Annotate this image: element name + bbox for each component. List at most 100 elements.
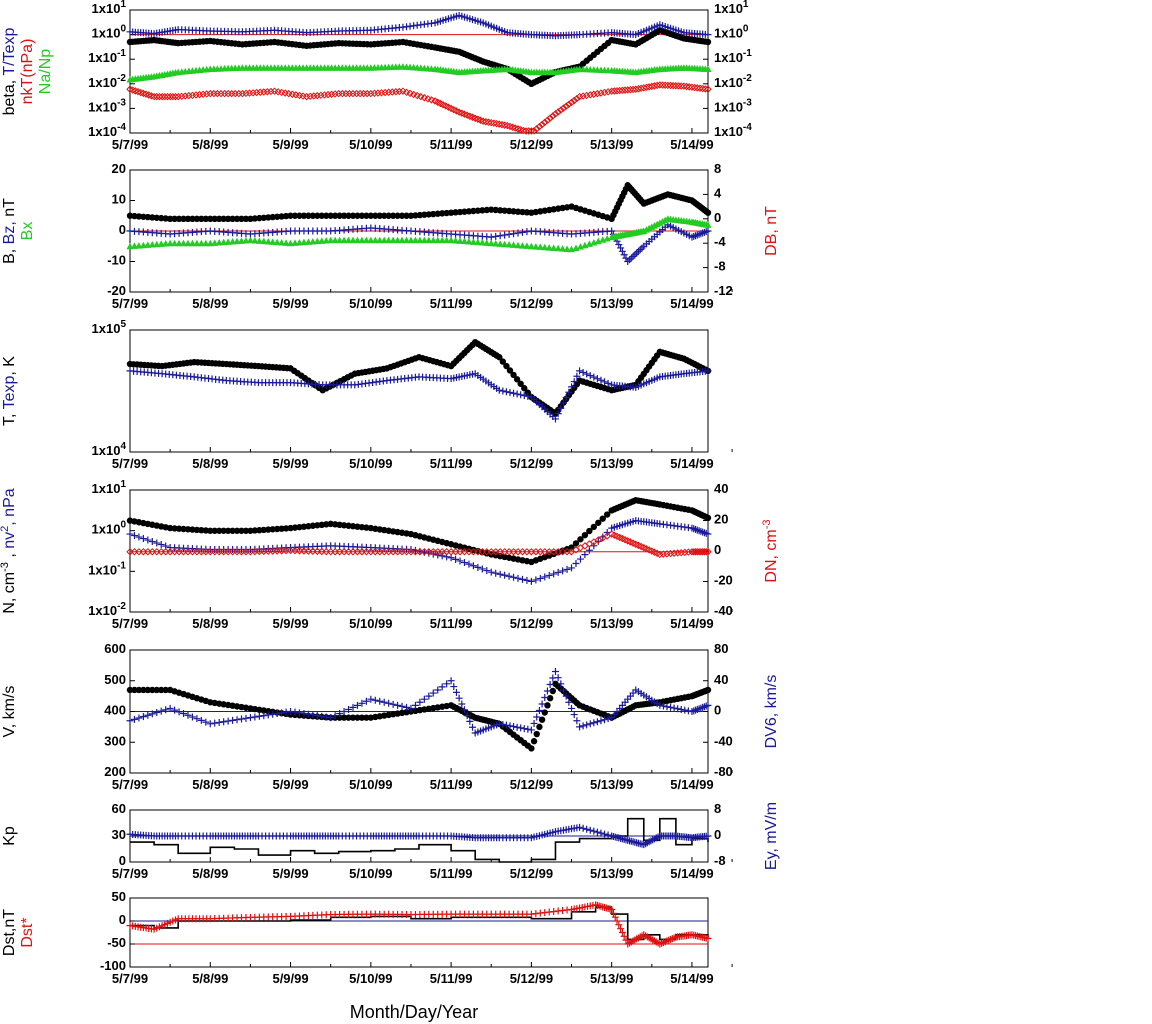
x-axis-title: Month/Day/Year [350,1002,478,1022]
data-point [549,687,556,695]
data-point [220,215,227,222]
data-point [593,828,601,836]
data-point [609,909,617,917]
y-tick-label: -80 [714,764,733,779]
data-point [510,389,518,397]
data-point [385,236,393,244]
data-point [597,829,605,837]
x-tick-label: 5/8/99 [192,456,228,471]
data-point [484,118,493,126]
data-point [215,527,223,534]
data-point [523,242,531,249]
data-point [557,106,565,114]
data-point [474,238,482,246]
y-tick-label: -40 [714,734,733,749]
data-point [557,680,565,688]
data-point [568,564,576,572]
y-axis-label-left: T, Texp, K [1,356,18,426]
data-point [269,238,277,245]
data-point [583,721,591,729]
data-point [211,527,218,534]
y-axis-label-left: V, km/s [1,686,18,738]
data-point [416,236,424,244]
y-tick-label: 60 [112,801,126,816]
data-point [195,90,204,99]
data-point [452,688,460,696]
data-point [425,236,433,244]
x-tick-label: 5/9/99 [272,777,308,792]
data-point [345,212,352,219]
data-point [514,229,522,237]
data-point [500,121,509,129]
y-tick-label: 1x10-1 [88,48,126,65]
series-black [126,182,712,222]
series-black [126,27,712,88]
data-point [450,683,458,691]
x-tick-label: 5/13/99 [590,616,633,631]
data-point [677,705,685,713]
data-point [314,212,321,219]
y-tick-label: -100 [100,958,126,973]
data-point [496,232,504,240]
data-point [376,697,384,705]
data-point [670,549,678,557]
data-point [309,212,317,219]
x-tick-label: 5/14/99 [670,137,713,152]
data-point [429,236,437,244]
data-point [385,699,393,707]
data-point [677,82,685,90]
data-point [518,228,526,236]
data-point [264,711,272,719]
data-point [460,559,468,567]
data-point [420,695,428,703]
data-point [139,713,147,721]
data-point [681,548,689,557]
data-point [149,686,156,694]
data-point [545,244,553,251]
data-point [295,709,303,717]
data-point [296,212,303,219]
data-point [175,708,183,716]
data-point [541,243,549,251]
data-point [702,548,710,556]
x-tick-label: 5/13/99 [590,456,633,471]
y-axis-label-left-2: Bx [19,222,36,241]
data-point [153,539,161,547]
data-point [376,236,384,244]
data-point [629,252,637,260]
data-point [224,717,232,725]
data-point [626,256,634,264]
data-point [487,233,495,241]
data-point [570,378,578,386]
y-axis-label-left-2: Dst* [19,917,36,947]
data-point [666,81,675,90]
data-point [608,906,616,913]
data-point [199,90,207,98]
data-point [135,686,143,694]
data-point [324,90,332,99]
data-point [520,725,528,733]
data-point [158,686,165,694]
data-point [559,245,567,252]
data-point [682,82,691,91]
x-tick-label: 5/14/99 [670,866,713,881]
data-point [681,706,689,714]
x-tick-label: 5/12/99 [510,616,553,631]
data-point [171,706,179,714]
data-point [545,571,553,579]
data-point [358,699,366,707]
x-tick-label: 5/7/99 [112,616,148,631]
data-point [269,710,277,718]
data-point [171,92,180,101]
y-axis-label-right: DB, nT [763,206,780,256]
data-point [551,415,559,423]
y-tick-label: 1x100 [714,24,749,41]
data-point [224,527,232,534]
series-green [126,63,712,83]
data-point [207,215,214,222]
data-point [530,738,538,745]
data-point [579,722,587,730]
y-tick-label: 1x104 [92,441,127,458]
data-point [130,715,138,723]
